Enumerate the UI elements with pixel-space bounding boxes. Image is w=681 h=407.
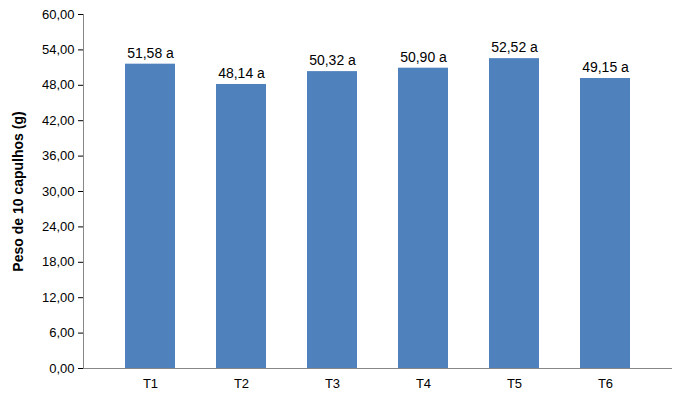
svg-text:0,00: 0,00	[49, 361, 74, 376]
svg-text:Peso de 10 capulhos (g): Peso de 10 capulhos (g)	[10, 111, 26, 271]
svg-text:18,00: 18,00	[42, 254, 75, 269]
svg-text:T1: T1	[143, 376, 158, 391]
svg-text:52,52 a: 52,52 a	[491, 39, 538, 55]
svg-text:42,00: 42,00	[42, 113, 75, 128]
svg-text:T4: T4	[416, 376, 431, 391]
svg-text:50,32 a: 50,32 a	[309, 52, 356, 68]
svg-text:36,00: 36,00	[42, 148, 75, 163]
svg-text:T2: T2	[234, 376, 249, 391]
svg-text:60,00: 60,00	[42, 7, 75, 22]
svg-text:50,90 a: 50,90 a	[400, 49, 447, 65]
svg-text:48,00: 48,00	[42, 77, 75, 92]
svg-text:6,00: 6,00	[49, 325, 74, 340]
svg-text:12,00: 12,00	[42, 290, 75, 305]
svg-text:T6: T6	[598, 376, 613, 391]
svg-text:24,00: 24,00	[42, 219, 75, 234]
svg-text:48,14 a: 48,14 a	[218, 65, 265, 81]
svg-text:T3: T3	[325, 376, 340, 391]
svg-text:30,00: 30,00	[42, 184, 75, 199]
svg-text:51,58 a: 51,58 a	[127, 45, 174, 61]
svg-text:T5: T5	[507, 376, 522, 391]
svg-text:49,15 a: 49,15 a	[582, 59, 629, 75]
svg-text:54,00: 54,00	[42, 42, 75, 57]
